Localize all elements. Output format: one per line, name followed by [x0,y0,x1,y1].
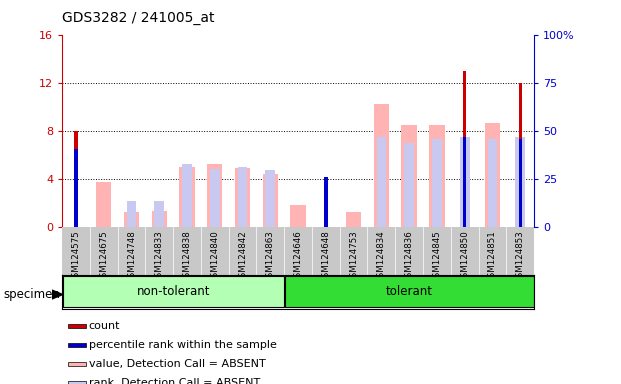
Bar [324,177,327,227]
Text: GDS3282 / 241005_at: GDS3282 / 241005_at [62,11,215,25]
Bar [463,137,466,227]
Bar [75,131,78,227]
Bar [519,83,522,227]
Bar [324,179,327,227]
Bar [182,164,192,227]
Bar [179,167,194,227]
Text: GSM124840: GSM124840 [211,230,219,283]
Text: GSM124748: GSM124748 [127,230,136,283]
Text: rank, Detection Call = ABSENT: rank, Detection Call = ABSENT [89,378,260,384]
Text: non-tolerant: non-tolerant [137,285,210,298]
Bar [68,362,86,366]
Bar [68,324,86,328]
Text: GSM124838: GSM124838 [183,230,191,283]
Bar [376,137,386,227]
Bar [485,123,500,227]
Bar [68,343,86,347]
Bar [210,169,220,227]
Bar [265,170,275,227]
Text: GSM124646: GSM124646 [294,230,302,283]
Bar [519,139,522,227]
Bar [291,205,306,227]
Text: GSM124575: GSM124575 [71,230,81,283]
Text: GSM124648: GSM124648 [321,230,330,283]
Bar [75,149,78,227]
Bar [207,164,222,227]
Bar [263,174,278,227]
Text: value, Detection Call = ABSENT: value, Detection Call = ABSENT [89,359,265,369]
Text: tolerant: tolerant [386,285,433,298]
Text: GSM124850: GSM124850 [460,230,469,283]
Bar [432,139,442,227]
Bar [346,212,361,227]
Text: GSM124842: GSM124842 [238,230,247,283]
Text: count: count [89,321,120,331]
Text: GSM124863: GSM124863 [266,230,275,283]
Bar [127,201,137,227]
Bar [404,142,414,227]
Bar [68,381,86,384]
Text: GSM124851: GSM124851 [488,230,497,283]
Text: GSM124833: GSM124833 [155,230,164,283]
Text: GSM124836: GSM124836 [405,230,414,283]
Bar [429,124,445,227]
Bar [152,211,167,227]
Bar [63,276,284,307]
Bar [124,212,139,227]
Bar [155,201,164,227]
Bar [374,104,389,227]
Text: percentile rank within the sample: percentile rank within the sample [89,340,276,350]
Text: GSM124753: GSM124753 [349,230,358,283]
Bar [285,276,533,307]
Text: GSM124675: GSM124675 [99,230,108,283]
Bar [515,137,525,227]
Bar [460,137,469,227]
Bar [235,168,250,227]
Text: specimen: specimen [3,288,60,301]
Bar [402,124,417,227]
Text: GSM124845: GSM124845 [432,230,442,283]
Bar [487,139,497,227]
Text: GSM124834: GSM124834 [377,230,386,283]
Bar [238,167,247,227]
Bar [463,71,466,227]
Bar [96,182,111,227]
Polygon shape [52,290,63,299]
Text: GSM124853: GSM124853 [515,230,525,283]
